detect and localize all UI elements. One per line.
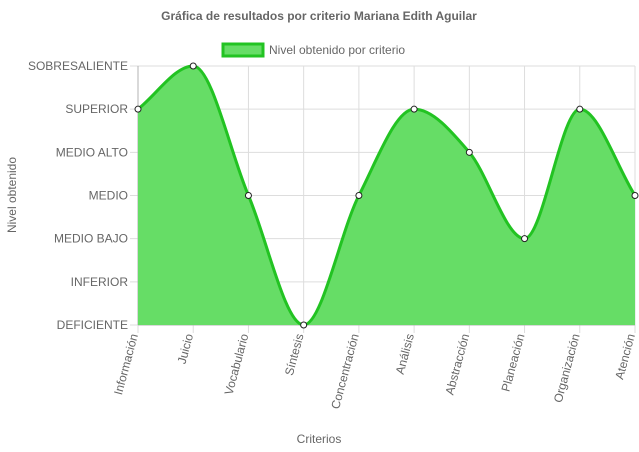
data-point[interactable] [300,321,308,329]
x-tick-label: Abstracción [442,332,472,396]
series-line [137,64,637,327]
data-point[interactable] [465,148,473,156]
x-tick-label: Atención [612,332,638,381]
x-tick-labels: Información Juicio Vocabulario Síntesis Conc… [111,332,638,411]
chart-title: Gráfica de resultados por criterio Maria… [161,9,477,23]
y-tick-label: SOBRESALIENTE [28,59,128,73]
data-point[interactable] [244,192,252,199]
y-tick-label: SUPERIOR [65,102,128,116]
data-point[interactable] [410,105,418,113]
legend-label[interactable]: Nivel obtenido por criterio [269,43,405,57]
points-layer [134,62,639,329]
x-tick-label: Vocabulario [222,332,252,397]
data-point[interactable] [189,62,197,70]
y-tick-label: INFERIOR [71,275,129,289]
x-tick-label: Información [111,332,141,396]
y-tick-label: MEDIO BAJO [54,232,128,246]
y-tick-label: MEDIO ALTO [56,145,128,159]
x-tick-label: Juicio [175,332,197,366]
area-layer [137,64,637,327]
data-point[interactable] [134,105,142,113]
series-area [138,66,635,325]
data-point[interactable] [631,192,639,199]
legend-swatch[interactable] [221,42,265,58]
x-tick-label: Planeación [499,332,528,393]
y-axis-label: Nivel obtenido [5,157,19,233]
data-point[interactable] [521,235,529,243]
y-tick-labels: DEFICIENTE INFERIOR MEDIO BAJO MEDIO MEDIO A… [28,59,128,332]
x-axis-label: Criterios [297,432,342,446]
x-tick-label: Análisis [393,332,417,376]
x-tick-label: Concentración [328,332,362,410]
data-point[interactable] [355,192,363,199]
x-tick-label: Síntesis [282,332,307,377]
x-tick-label: Organización [551,332,583,404]
legend[interactable]: Nivel obtenido por criterio [221,42,405,58]
y-tick-label: DEFICIENTE [57,318,128,332]
data-point[interactable] [576,105,584,113]
y-tick-label: MEDIO [89,189,128,203]
